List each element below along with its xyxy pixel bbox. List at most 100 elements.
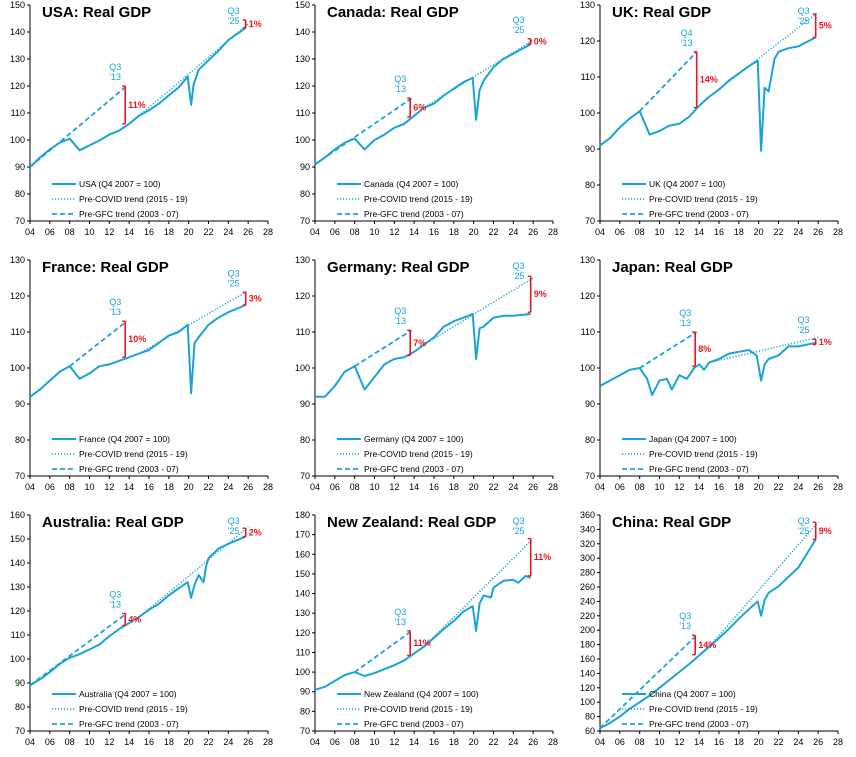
y-tick-label: 100 xyxy=(295,667,310,677)
legend-label: Pre-COVID trend (2015 - 19) xyxy=(649,449,758,459)
x-tick-label: 22 xyxy=(203,482,213,492)
annotation-quarter: Q4 xyxy=(681,28,693,38)
chart-title: Germany: Real GDP xyxy=(327,259,470,276)
x-tick-label: 08 xyxy=(65,482,75,492)
chart-title: USA: Real GDP xyxy=(42,4,151,21)
gap-label: 6% xyxy=(413,103,426,113)
y-tick-label: 100 xyxy=(10,654,25,664)
annotation-year: '13 xyxy=(679,621,691,631)
x-tick-label: 22 xyxy=(488,737,498,747)
y-tick-label: 120 xyxy=(10,606,25,616)
x-tick-label: 12 xyxy=(104,482,114,492)
x-tick-label: 10 xyxy=(84,482,94,492)
chart-panel-uk: 70 80 90 100 110 120 130 04 06 08 10 12 14 16 18 20 22 24… xyxy=(570,0,855,247)
x-tick-label: 10 xyxy=(369,482,379,492)
x-tick-label: 14 xyxy=(409,482,419,492)
y-tick-label: 150 xyxy=(10,0,25,10)
x-tick-label: 12 xyxy=(674,482,684,492)
legend-label: Canada (Q4 2007 = 100) xyxy=(364,179,458,189)
y-tick-label: 90 xyxy=(585,399,595,409)
y-tick-label: 300 xyxy=(580,553,595,563)
x-tick-label: 06 xyxy=(615,482,625,492)
chart-panel-canada: 70 80 90 100 110 120 130 140 150 04 06 08 10 12 14 16 18… xyxy=(285,0,570,247)
series-line-solid xyxy=(29,304,247,398)
annotation-quarter: Q3 xyxy=(679,308,691,318)
x-tick-label: 12 xyxy=(104,227,114,237)
y-tick-label: 120 xyxy=(580,291,595,301)
x-tick-label: 28 xyxy=(263,482,273,492)
y-tick-label: 130 xyxy=(580,255,595,265)
chart-svg: 70 80 90 100 110 120 130 140 150 04 06 08 10 12 14 16 18… xyxy=(295,0,558,237)
y-tick-label: 200 xyxy=(580,625,595,635)
x-tick-label: 18 xyxy=(734,737,744,747)
series-line-solid xyxy=(314,43,532,166)
legend-label: France (Q4 2007 = 100) xyxy=(79,434,170,444)
x-tick-label: 26 xyxy=(813,482,823,492)
y-tick-label: 120 xyxy=(295,628,310,638)
x-tick-label: 22 xyxy=(203,227,213,237)
x-tick-label: 22 xyxy=(203,737,213,747)
annotation-quarter: Q3 xyxy=(109,62,121,72)
y-tick-label: 130 xyxy=(10,255,25,265)
legend-label: Pre-COVID trend (2015 - 19) xyxy=(79,449,188,459)
legend-label: Pre-GFC trend (2003 - 07) xyxy=(649,719,749,729)
y-tick-label: 110 xyxy=(296,108,310,118)
legend-label: New Zealand (Q4 2007 = 100) xyxy=(364,689,479,699)
y-tick-label: 80 xyxy=(300,435,310,445)
y-tick-label: 170 xyxy=(295,530,310,540)
annotation-quarter: Q3 xyxy=(798,315,810,325)
chart-svg: 70 80 90 100 110 120 130 140 150 160 04 06 08 10 12 14 1… xyxy=(10,510,273,747)
x-tick-label: 04 xyxy=(310,482,320,492)
series-line-dashed xyxy=(69,320,128,367)
y-tick-label: 90 xyxy=(585,144,595,154)
annotation-year: '25 xyxy=(798,16,810,26)
x-tick-label: 04 xyxy=(310,227,320,237)
x-tick-label: 18 xyxy=(449,737,459,747)
x-tick-label: 16 xyxy=(429,227,439,237)
y-tick-label: 100 xyxy=(10,363,25,373)
x-tick-label: 14 xyxy=(694,482,704,492)
series-line-dashed xyxy=(29,85,128,168)
x-tick-label: 20 xyxy=(184,227,194,237)
x-tick-label: 08 xyxy=(65,227,75,237)
series-line-solid xyxy=(29,535,247,687)
y-tick-label: 150 xyxy=(295,0,310,10)
y-tick-label: 240 xyxy=(580,596,595,606)
gap-label: 8% xyxy=(698,344,711,354)
annotation-quarter: Q3 xyxy=(394,74,406,84)
x-tick-label: 12 xyxy=(104,737,114,747)
annotation-quarter: Q3 xyxy=(513,15,525,25)
series-line-solid xyxy=(599,341,816,396)
x-tick-label: 24 xyxy=(793,737,803,747)
y-tick-label: 180 xyxy=(295,510,310,520)
y-tick-label: 90 xyxy=(300,687,310,697)
x-tick-label: 22 xyxy=(773,482,783,492)
x-tick-label: 18 xyxy=(734,227,744,237)
y-tick-label: 80 xyxy=(585,180,595,190)
x-tick-label: 10 xyxy=(654,737,664,747)
series-line-dashed xyxy=(639,331,698,369)
legend-label: Pre-GFC trend (2003 - 07) xyxy=(79,464,179,474)
series-line-solid xyxy=(599,538,817,729)
annotation-quarter: Q3 xyxy=(109,589,121,599)
y-tick-label: 80 xyxy=(585,712,595,722)
x-tick-label: 28 xyxy=(833,737,843,747)
gap-label: 5% xyxy=(819,21,832,31)
y-tick-label: 160 xyxy=(10,510,25,520)
x-tick-label: 24 xyxy=(793,227,803,237)
x-tick-label: 06 xyxy=(45,227,55,237)
series-line-dotted xyxy=(138,23,249,117)
x-tick-label: 20 xyxy=(754,737,764,747)
annotation-year: '25 xyxy=(228,16,240,26)
y-tick-label: 70 xyxy=(300,726,310,736)
legend-label: UK (Q4 2007 = 100) xyxy=(649,179,725,189)
y-tick-label: 70 xyxy=(15,216,25,226)
y-tick-label: 160 xyxy=(580,654,595,664)
x-tick-label: 18 xyxy=(164,482,174,492)
x-tick-label: 18 xyxy=(164,227,174,237)
y-tick-label: 320 xyxy=(580,539,595,549)
x-tick-label: 06 xyxy=(330,737,340,747)
legend-label: Pre-COVID trend (2015 - 19) xyxy=(649,704,758,714)
series-line-solid xyxy=(314,574,532,691)
y-tick-label: 90 xyxy=(15,678,25,688)
